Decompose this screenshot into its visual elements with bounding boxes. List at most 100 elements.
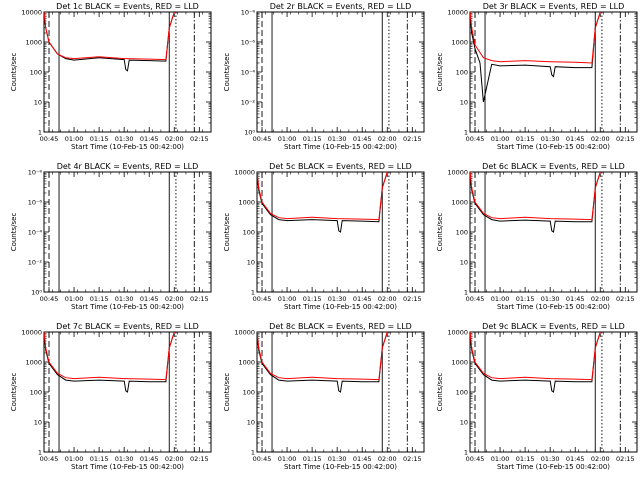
y-axis-label: Counts/sec: [10, 213, 18, 252]
y-tick-label: 10⁻²: [28, 259, 43, 267]
series-line-events: [257, 332, 388, 393]
x-tick-label: 01:45: [353, 455, 372, 463]
x-tick-label: 00:45: [253, 455, 272, 463]
y-tick-label: 100: [30, 389, 42, 397]
x-tick-label: 01:45: [140, 455, 159, 463]
x-tick-label: 01:00: [491, 135, 510, 143]
x-tick-label: 01:15: [516, 295, 535, 303]
y-tick-label: 10⁻⁶: [28, 199, 43, 207]
x-tick-label: 02:00: [591, 455, 610, 463]
panel-title: Det 4r BLACK = Events, RED = LLD: [57, 162, 199, 171]
y-axis-label: Counts/sec: [10, 53, 18, 92]
panel-title: Det 3r BLACK = Events, RED = LLD: [483, 2, 625, 11]
x-axis-label: Start Time (10-Feb-15 00:42:00): [284, 463, 397, 471]
panel-det-2: Det 2r BLACK = Events, RED = LLD 10⁰ 10⁻² 1…: [223, 2, 425, 151]
x-tick-label: 01:00: [278, 455, 297, 463]
x-tick-label: 02:00: [591, 295, 610, 303]
y-tick-label: 10⁻⁶: [241, 39, 256, 47]
plot-frame: [256, 11, 425, 133]
y-tick-label: 1: [38, 129, 42, 137]
y-tick-label: 10000: [21, 9, 42, 17]
x-tick-label: 01:30: [541, 295, 560, 303]
series-line-lld: [470, 332, 601, 381]
y-tick-label: 10⁻⁸: [241, 9, 256, 17]
series-line-events: [44, 12, 175, 72]
y-tick-label: 10000: [447, 9, 468, 17]
panel-det-7: Det 7c BLACK = Events, RED = LLD 1 10 100 10…: [10, 322, 212, 471]
x-tick-label: 00:45: [253, 135, 272, 143]
panel-title: Det 5c BLACK = Events, RED = LLD: [269, 162, 412, 171]
series-line-events: [470, 12, 601, 103]
y-tick-label: 10000: [447, 169, 468, 177]
y-tick-label: 100: [456, 229, 468, 237]
y-tick-label: 1: [464, 449, 468, 457]
plot-frame: [469, 11, 638, 133]
y-tick-label: 10: [460, 419, 468, 427]
y-tick-label: 10: [247, 419, 255, 427]
x-tick-label: 01:45: [140, 135, 159, 143]
x-tick-label: 01:15: [516, 455, 535, 463]
y-axis-label: Counts/sec: [223, 213, 231, 252]
x-tick-label: 01:15: [516, 135, 535, 143]
series-line-lld: [44, 12, 175, 61]
x-tick-label: 01:30: [541, 455, 560, 463]
x-tick-label: 02:15: [616, 295, 635, 303]
y-tick-label: 10000: [234, 169, 255, 177]
x-tick-label: 01:45: [566, 295, 585, 303]
panel-det-9: Det 9c BLACK = Events, RED = LLD 1 10 100 10…: [436, 322, 638, 471]
series-line-lld: [44, 332, 175, 381]
y-tick-label: 100: [456, 389, 468, 397]
x-tick-label: 02:00: [378, 135, 397, 143]
y-tick-label: 100: [456, 69, 468, 77]
y-axis-label: Counts/sec: [436, 373, 444, 412]
x-tick-label: 02:00: [378, 455, 397, 463]
x-axis-label: Start Time (10-Feb-15 00:42:00): [497, 143, 610, 151]
x-axis-label: Start Time (10-Feb-15 00:42:00): [497, 303, 610, 311]
x-tick-label: 02:00: [165, 135, 184, 143]
x-axis-label: Start Time (10-Feb-15 00:42:00): [284, 143, 397, 151]
series-line-events: [257, 172, 388, 233]
x-tick-label: 02:15: [190, 135, 209, 143]
y-tick-label: 10: [34, 419, 42, 427]
x-tick-label: 00:45: [466, 455, 485, 463]
y-tick-label: 1000: [451, 39, 468, 47]
x-tick-label: 02:15: [403, 135, 422, 143]
x-tick-label: 02:00: [165, 455, 184, 463]
panel-title: Det 7c BLACK = Events, RED = LLD: [56, 322, 199, 331]
x-tick-label: 02:15: [616, 455, 635, 463]
x-tick-label: 01:30: [115, 135, 134, 143]
series-line-events: [470, 172, 601, 233]
x-axis-label: Start Time (10-Feb-15 00:42:00): [284, 303, 397, 311]
series-line-lld: [470, 172, 601, 221]
x-axis-label: Start Time (10-Feb-15 00:42:00): [497, 463, 610, 471]
panel-title: Det 9c BLACK = Events, RED = LLD: [482, 322, 625, 331]
x-axis-label: Start Time (10-Feb-15 00:42:00): [71, 303, 184, 311]
y-tick-label: 10⁻⁴: [241, 69, 256, 77]
x-tick-label: 01:30: [115, 295, 134, 303]
x-tick-label: 01:15: [303, 455, 322, 463]
panel-title: Det 6c BLACK = Events, RED = LLD: [482, 162, 625, 171]
y-tick-label: 10⁰: [244, 129, 255, 137]
y-tick-label: 10: [460, 99, 468, 107]
x-tick-label: 01:45: [353, 295, 372, 303]
y-tick-label: 1000: [238, 199, 255, 207]
y-tick-label: 1000: [238, 359, 255, 367]
x-tick-label: 00:45: [40, 295, 59, 303]
x-tick-label: 01:30: [328, 455, 347, 463]
x-tick-label: 01:00: [491, 295, 510, 303]
x-tick-label: 02:00: [165, 295, 184, 303]
panel-det-8: Det 8c BLACK = Events, RED = LLD 1 10 100 10…: [223, 322, 425, 471]
x-tick-label: 02:15: [403, 295, 422, 303]
panel-title: Det 2r BLACK = Events, RED = LLD: [270, 2, 412, 11]
x-tick-label: 01:00: [278, 295, 297, 303]
y-tick-label: 1000: [25, 359, 42, 367]
y-tick-label: 1000: [451, 199, 468, 207]
series-line-events: [470, 332, 601, 393]
y-tick-label: 1000: [25, 39, 42, 47]
y-tick-label: 10⁰: [31, 289, 42, 297]
x-tick-label: 00:45: [466, 135, 485, 143]
x-tick-label: 02:15: [616, 135, 635, 143]
x-tick-label: 01:45: [140, 295, 159, 303]
x-tick-label: 01:45: [566, 135, 585, 143]
